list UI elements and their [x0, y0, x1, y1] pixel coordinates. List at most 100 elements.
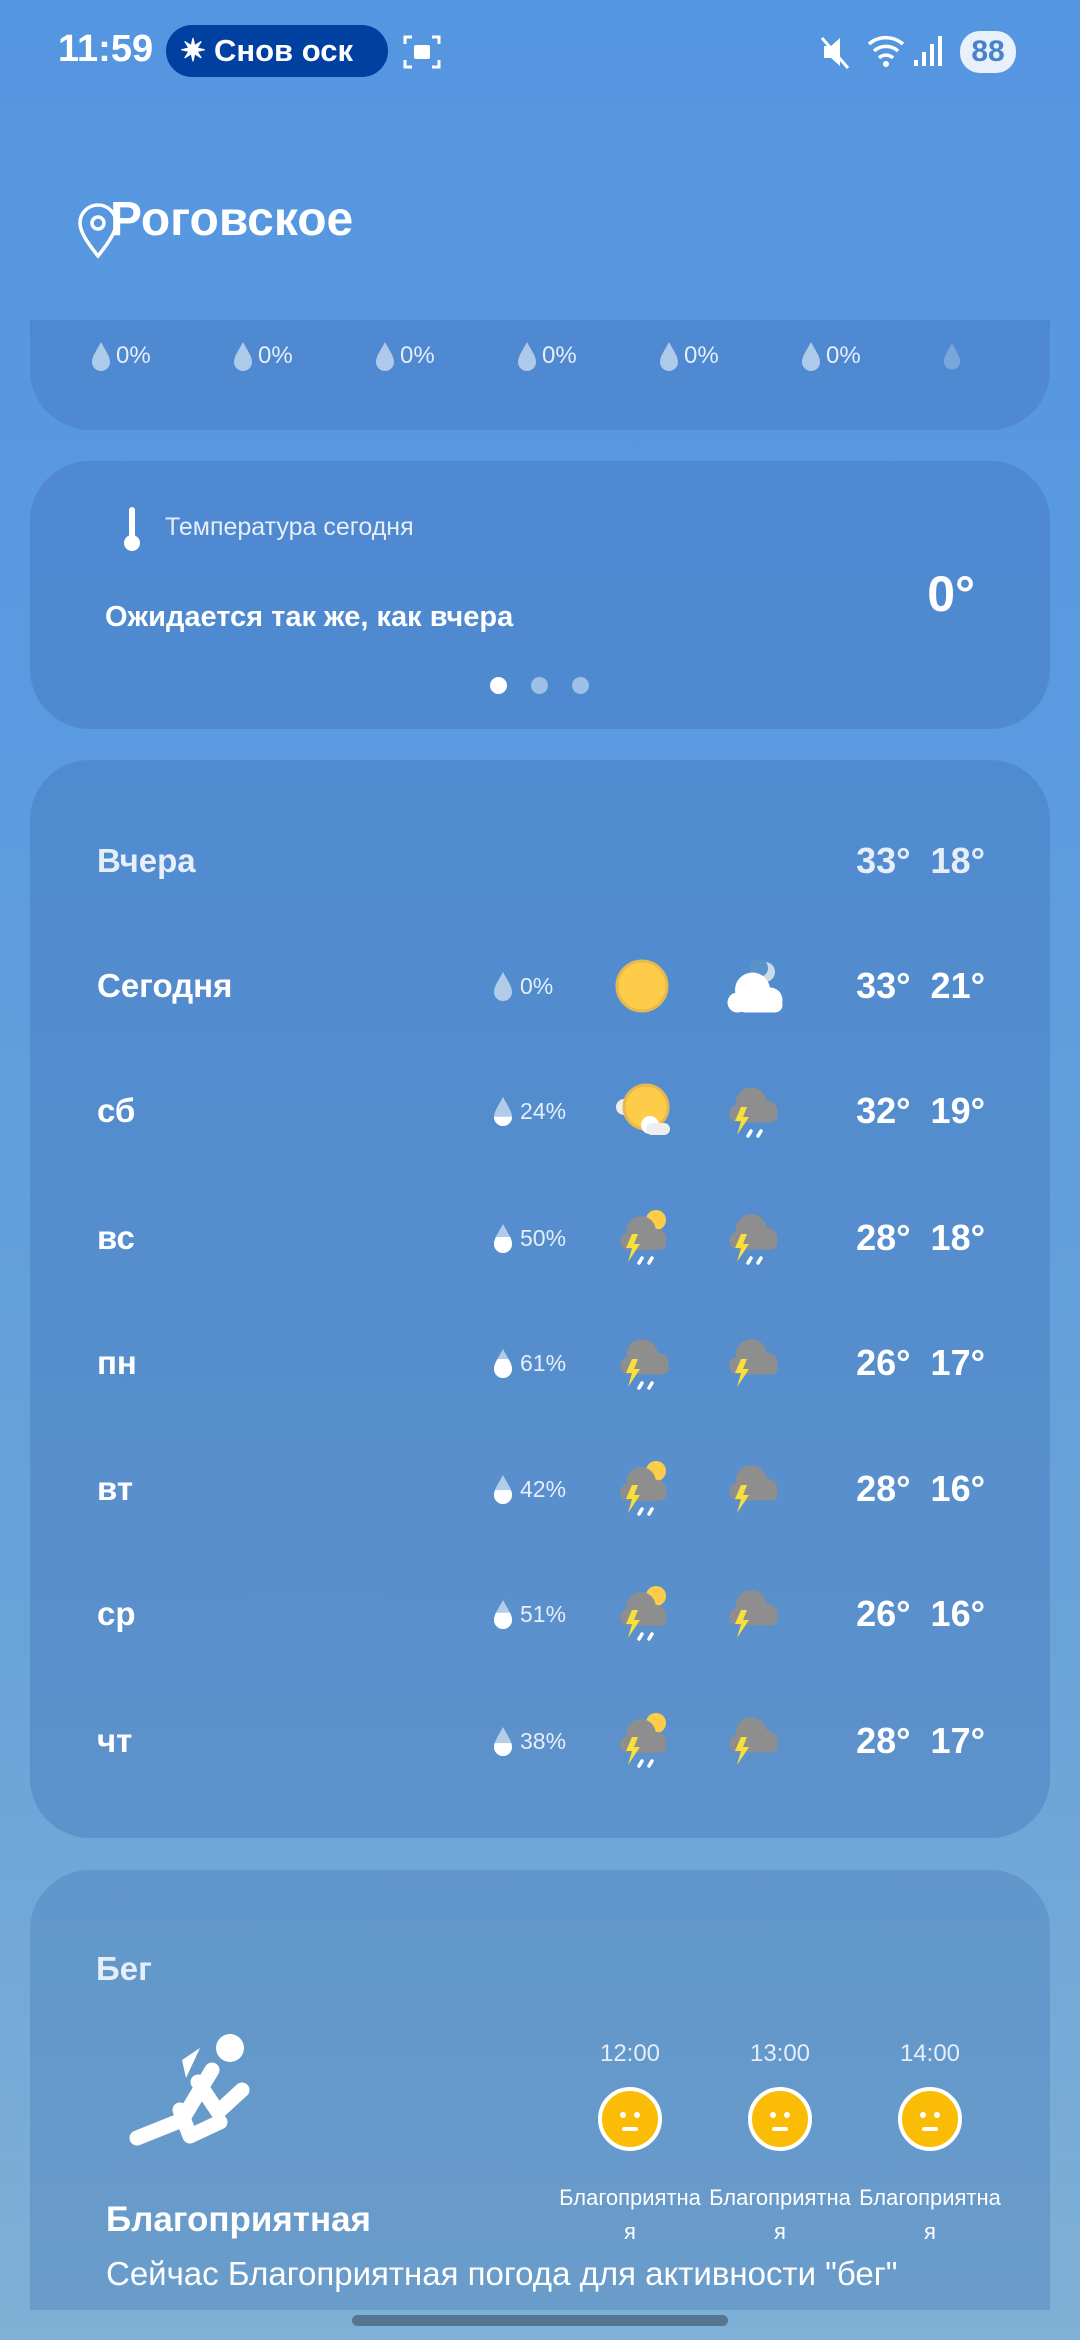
battery-indicator: 88	[960, 31, 1016, 73]
page-dot-active[interactable]	[490, 677, 507, 694]
temp-high: 33°	[856, 840, 911, 881]
forecast-precip: 42%	[492, 1473, 566, 1505]
raindrop-icon	[494, 1727, 512, 1756]
hourly-precip-item: 0%	[658, 340, 800, 372]
forecast-row[interactable]: Вчера 33° 18°	[97, 831, 985, 891]
location-name[interactable]: Роговское	[110, 193, 354, 246]
forecast-day: Вчера	[97, 842, 196, 879]
raindrop-icon	[92, 342, 110, 371]
thunderstorm-icon	[729, 1717, 778, 1765]
temp-high: 33°	[856, 965, 911, 1006]
page-dot[interactable]	[572, 677, 589, 694]
neutral-face-icon	[748, 2087, 812, 2151]
raindrop-icon	[494, 1600, 512, 1629]
precip-value: 0%	[542, 342, 577, 369]
hourly-precip-item: 0%	[90, 340, 232, 372]
notification-pill[interactable]: ✷ Снов оск	[166, 25, 388, 77]
temp-low: 18°	[930, 840, 985, 881]
temp-low: 16°	[930, 1593, 985, 1634]
hourly-precip-list: 0% 0% 0% 0% 0% 0%	[90, 340, 962, 372]
hour-time: 12:00	[599, 2040, 661, 2067]
hour-rating: Благоприятная	[709, 2185, 851, 2244]
thunderstorm-icon	[729, 1465, 778, 1513]
pill-text: Снов оск	[213, 33, 353, 68]
forecast-row[interactable]: ср 51% 26° 16°	[97, 1584, 985, 1644]
temperature-card[interactable]: Температура сегодня Ожидается так же, ка…	[30, 461, 1050, 729]
raindrop-icon	[494, 972, 512, 1001]
raindrop-icon	[494, 1097, 512, 1126]
wifi-icon	[867, 36, 905, 67]
screenshot-icon[interactable]	[402, 32, 442, 72]
thunderstorm-rain-icon	[729, 1214, 778, 1265]
raindrop-icon	[494, 1224, 512, 1253]
temp-low: 17°	[930, 1342, 985, 1383]
precip-value: 0%	[258, 342, 293, 369]
raindrop-icon	[660, 342, 678, 371]
forecast-temps: 26° 16°	[856, 1593, 985, 1635]
forecast-day: сб	[97, 1092, 136, 1129]
raindrop-icon	[494, 1475, 512, 1504]
forecast-day: Сегодня	[97, 967, 233, 1004]
sun-cloud-icon	[616, 1083, 670, 1135]
neutral-face-icon	[898, 2087, 962, 2151]
home-indicator[interactable]	[352, 2315, 728, 2326]
temperature-message: Ожидается так же, как вчера	[105, 601, 514, 633]
forecast-precip: 51%	[492, 1598, 566, 1630]
forecast-row[interactable]: вс 50% 28° 18°	[97, 1208, 985, 1268]
location-pin-icon[interactable]	[76, 203, 120, 259]
forecast-day: ср	[97, 1595, 136, 1632]
sun-thunderstorm-icon	[620, 1586, 667, 1641]
forecast-temps: 32° 19°	[856, 1090, 985, 1132]
temp-high: 26°	[856, 1593, 911, 1634]
forecast-row[interactable]: сб 24% 32° 19°	[97, 1081, 985, 1141]
activity-hour[interactable]: 13:00 Благоприятная	[705, 2040, 855, 2249]
status-time: 11:59	[58, 28, 154, 70]
thunderstorm-rain-icon	[729, 1087, 778, 1138]
forecast-day: пн	[97, 1344, 137, 1381]
forecast-row[interactable]: Сегодня 0% 33° 21°	[97, 956, 985, 1016]
thunderstorm-rain-icon	[620, 1339, 669, 1390]
status-bar: 11:59 ✷ Снов оск 88	[0, 0, 1080, 100]
forecast-row[interactable]: пн 61% 26° 17°	[97, 1333, 985, 1393]
temp-high: 32°	[856, 1090, 911, 1131]
activity-card[interactable]: Бег Благоприятная Сейчас Благоприятная п…	[30, 1870, 1050, 2310]
thunderstorm-icon	[729, 1339, 778, 1387]
hourly-precip-item: 0%	[800, 340, 942, 372]
temp-high: 28°	[856, 1217, 911, 1258]
forecast-precip: 38%	[492, 1725, 566, 1757]
activity-description: Сейчас Благоприятная погода для активнос…	[106, 2255, 898, 2292]
running-person-icon	[129, 2034, 250, 2146]
activity-title: Бег	[96, 1950, 152, 1987]
precip-value: 0%	[400, 342, 435, 369]
hour-rating: Благоприятная	[859, 2185, 1001, 2244]
sun-thunderstorm-icon	[620, 1210, 667, 1265]
forecast-row[interactable]: вт 42% 28° 16°	[97, 1459, 985, 1519]
hourly-precip-item: 0%	[516, 340, 658, 372]
sparkle-icon: ✷	[180, 33, 206, 68]
hourly-precip-item: 0%	[374, 340, 516, 372]
forecast-precip: 61%	[492, 1347, 566, 1379]
precip-value: 0%	[826, 342, 861, 369]
thunderstorm-icon	[729, 1590, 778, 1638]
precip-value: 38%	[520, 1727, 567, 1754]
hour-time: 13:00	[749, 2040, 811, 2067]
daily-forecast-card	[30, 760, 1050, 1838]
precip-value: 50%	[520, 1224, 567, 1251]
activity-hour[interactable]: 12:00 Благоприятная	[555, 2040, 705, 2249]
forecast-day: чт	[97, 1722, 133, 1759]
forecast-temps: 33° 21°	[856, 965, 985, 1007]
forecast-day: вс	[97, 1219, 135, 1256]
page-dots[interactable]	[490, 677, 589, 694]
page-dot[interactable]	[531, 677, 548, 694]
hourly-precip-item: 0%	[232, 340, 374, 372]
activity-rating: Благоприятная	[106, 2200, 371, 2239]
activity-hour[interactable]: 14:00 Благоприятная	[855, 2040, 1005, 2249]
forecast-row[interactable]: чт 38% 28° 17°	[97, 1711, 985, 1771]
hour-rating: Благоприятная	[559, 2185, 701, 2244]
precip-value: 0%	[116, 342, 151, 369]
raindrop-icon	[376, 342, 394, 371]
temperature-label: Температура сегодня	[165, 513, 414, 541]
hourly-precip-card[interactable]	[30, 320, 1050, 430]
precip-value: 0%	[520, 972, 554, 999]
precip-value: 24%	[520, 1097, 567, 1124]
